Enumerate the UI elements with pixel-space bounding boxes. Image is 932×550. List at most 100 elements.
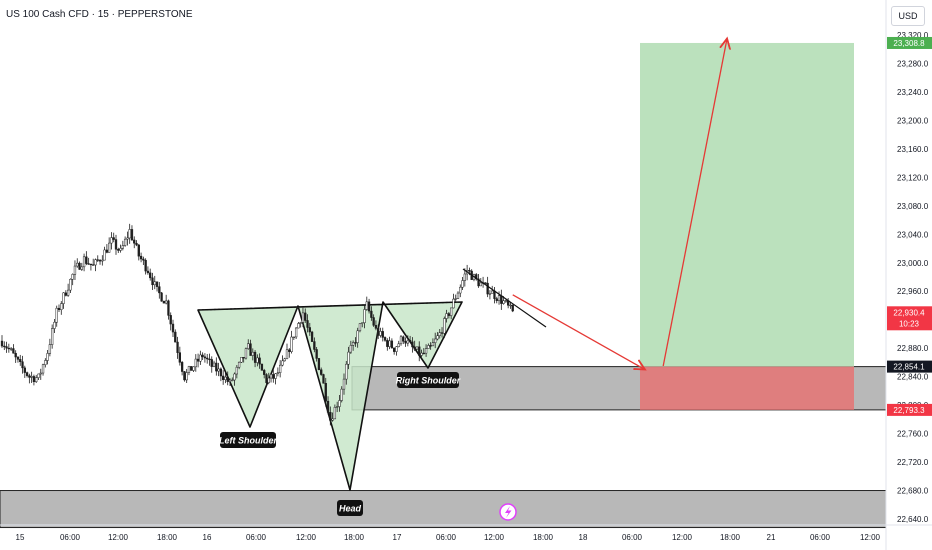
candle-body — [299, 322, 302, 324]
candle-body — [315, 349, 318, 359]
candle-body — [415, 346, 419, 350]
candle-body — [404, 341, 407, 344]
y-tick-label: 22,960.0 — [897, 287, 929, 296]
candle-body — [117, 249, 120, 251]
candle-body — [167, 300, 170, 316]
candle-body — [306, 320, 309, 328]
candle-body — [283, 358, 286, 362]
y-tick-label: 22,720.0 — [897, 458, 929, 467]
candle-body — [301, 312, 305, 323]
candle-body — [438, 332, 441, 336]
candle-body — [80, 266, 83, 270]
candle-body — [192, 366, 195, 371]
x-tick-label: 18 — [579, 533, 588, 542]
x-tick-label: 18:00 — [533, 533, 554, 542]
candle-body — [135, 242, 138, 246]
candle-body — [196, 358, 200, 362]
candle-body — [121, 245, 124, 249]
candle-body — [126, 237, 129, 240]
y-tick-label: 22,760.0 — [897, 430, 929, 439]
candle-body — [436, 335, 439, 340]
candle-body — [219, 368, 223, 377]
candle-body — [329, 412, 332, 421]
candle-body — [3, 345, 6, 348]
candle-body — [379, 331, 382, 336]
x-tick-label: 12:00 — [484, 533, 505, 542]
candle-body — [178, 352, 181, 363]
candle-body — [215, 362, 218, 372]
y-tick-label: 23,080.0 — [897, 202, 929, 211]
candle-body — [338, 400, 341, 407]
candle-body — [381, 331, 384, 338]
candle-body — [144, 259, 147, 272]
candle-body — [322, 374, 325, 384]
candle-body — [320, 369, 323, 375]
candle-body — [383, 337, 387, 341]
candle-body — [486, 282, 489, 295]
candle-body — [276, 372, 280, 374]
candle-body — [9, 348, 13, 350]
candle-body — [25, 372, 29, 376]
candle-body — [231, 379, 234, 382]
x-tick-label: 12:00 — [860, 533, 881, 542]
candle-body — [297, 323, 300, 329]
currency-button[interactable]: USD — [891, 6, 925, 26]
candle-body — [429, 345, 432, 347]
candle-body — [103, 249, 106, 261]
x-tick-label: 12:00 — [672, 533, 693, 542]
candle-body — [386, 340, 389, 347]
candle-body — [420, 352, 423, 356]
candle-body — [397, 343, 400, 347]
candle-body — [447, 313, 451, 316]
candle-body — [370, 310, 373, 318]
candle-body — [217, 368, 220, 372]
candle-body — [128, 229, 131, 239]
x-tick-label: 17 — [393, 533, 402, 542]
alert-lightning-icon[interactable] — [499, 503, 517, 521]
candle-body — [69, 278, 72, 291]
price-tag-stop: 22,793.3 — [893, 406, 925, 415]
candle-body — [253, 351, 257, 363]
candle-body — [162, 300, 166, 304]
candle-body — [92, 264, 95, 266]
candle-body — [235, 366, 238, 375]
candle-body — [468, 270, 471, 272]
candle-body — [41, 364, 45, 374]
candle-body — [509, 304, 512, 307]
y-tick-label: 23,320.0 — [897, 31, 929, 40]
price-tag-entry-bg — [887, 360, 932, 373]
x-tick-label: 06:00 — [246, 533, 267, 542]
candle-body — [153, 281, 156, 286]
candle-body — [155, 281, 159, 287]
candle-body — [406, 340, 409, 344]
candle-body — [130, 229, 134, 241]
candle-body — [324, 383, 327, 402]
projection-arrow-up — [662, 39, 727, 367]
candle-body — [463, 273, 466, 281]
x-tick-label: 06:00 — [810, 533, 831, 542]
candle-body — [206, 357, 209, 360]
label-left-shoulder: Left Shoulder — [219, 436, 277, 446]
y-tick-label: 23,160.0 — [897, 145, 929, 154]
candle-body — [431, 342, 435, 347]
candle-body — [119, 247, 122, 251]
label-right-shoulder-bg — [397, 372, 459, 388]
candle-body — [445, 313, 448, 319]
candle-body — [408, 340, 412, 343]
candle-body — [504, 300, 508, 302]
x-tick-label: 12:00 — [296, 533, 317, 542]
candle-body — [249, 343, 252, 356]
candle-body — [7, 347, 10, 350]
candle-body — [422, 352, 425, 355]
y-tick-label: 22,840.0 — [897, 373, 929, 382]
candle-body — [21, 361, 24, 369]
candle-body — [354, 342, 357, 344]
candle-body — [294, 327, 298, 338]
candle-body — [456, 292, 460, 299]
candle-body — [185, 372, 188, 381]
y-tick-label: 23,120.0 — [897, 173, 929, 182]
candle-body — [133, 239, 136, 244]
candle-body — [304, 312, 307, 321]
candle-body — [427, 345, 430, 349]
